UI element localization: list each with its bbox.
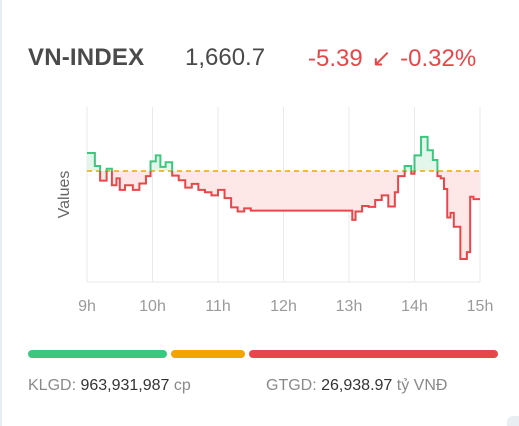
index-header: VN-INDEX 1,660.7 -5.39 ↙ -0.32% (28, 44, 509, 78)
price-line (87, 135, 480, 260)
x-tick-label: 11h (205, 298, 231, 315)
y-axis-label: Values (56, 171, 73, 219)
below-reference-fill (100, 171, 480, 259)
index-change-points: -5.39 (308, 45, 363, 72)
left-edge-rule (0, 0, 2, 426)
unchanged-segment (171, 350, 245, 358)
volume-unit: cp (173, 377, 191, 394)
trading-summary: KLGD: 963,931,987 cp GTGD: 26,938.97 tỷ … (28, 377, 509, 399)
value-amount: 26,938.97 (321, 377, 393, 394)
chart-fill-area (87, 136, 480, 259)
index-change-percent: -0.32% (400, 45, 477, 72)
arrow-down-left-icon: ↙ (371, 45, 392, 72)
x-tick-label: 13h (336, 298, 363, 315)
x-tick-label: 9h (78, 298, 96, 315)
x-tick-label: 15h (467, 298, 494, 315)
volume-value: 963,931,987 (80, 377, 170, 394)
value-label: GTGD: (266, 377, 317, 394)
index-name[interactable]: VN-INDEX (28, 44, 145, 71)
value-unit: tỷ VNĐ (396, 377, 448, 394)
advancing-segment (28, 350, 167, 358)
x-axis-ticks: 9h 10h 11h 12h 13h 14h 15h (78, 298, 493, 315)
index-change: -5.39 ↙ -0.32% (308, 44, 476, 73)
declining-segment (248, 350, 498, 358)
market-breadth-bar (28, 350, 498, 358)
volume-stat: KLGD: 963,931,987 cp (28, 377, 191, 395)
x-tick-label: 14h (401, 298, 428, 315)
index-value: 1,660.7 (185, 44, 266, 71)
volume-label: KLGD: (28, 377, 77, 394)
price-line-down (99, 171, 480, 260)
corner-tab (507, 416, 519, 426)
x-tick-label: 12h (270, 298, 297, 315)
x-tick-label: 10h (139, 298, 166, 315)
value-stat: GTGD: 26,938.97 tỷ VNĐ (266, 377, 447, 395)
intraday-chart[interactable]: 9h 10h 11h 12h 13h 14h 15h Values (0, 0, 519, 330)
